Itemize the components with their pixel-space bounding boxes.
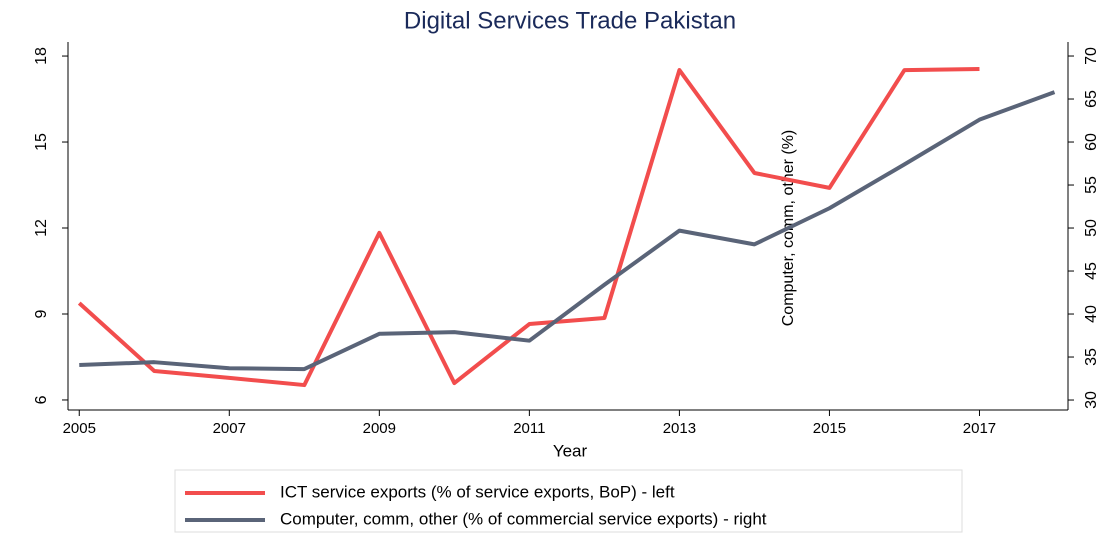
x-tick-label: 2009 [363,420,396,437]
y-tick-label: 6 [33,395,50,404]
y2-tick-label: 50 [1083,219,1100,237]
legend-label: Computer, comm, other (% of commercial s… [280,509,767,528]
chart-title: Digital Services Trade Pakistan [404,7,736,34]
y-tick-label: 18 [33,47,50,65]
x-tick-label: 2007 [213,420,246,437]
y2-tick-label: 35 [1083,348,1100,366]
y-tick-label: 15 [33,133,50,151]
y2-tick-label: 60 [1083,133,1100,151]
y2-tick-label: 55 [1083,176,1100,194]
legend-label: ICT service exports (% of service export… [280,482,675,501]
x-tick-label: 2005 [63,420,96,437]
y2-tick-label: 30 [1083,391,1100,409]
y-tick-label: 12 [33,219,50,237]
x-tick-label: 2015 [813,420,846,437]
series-line [77,66,980,388]
y2-tick-label: 40 [1083,305,1100,323]
legend-box [174,469,963,533]
x-tick-label: 2011 [513,420,545,437]
x-tick-label: 2013 [663,420,696,437]
series-line [79,90,1056,372]
y-tick-label: 9 [33,309,50,318]
y2-tick-label: 45 [1083,262,1100,280]
y2-tick-label: 70 [1083,47,1100,65]
x-tick-label: 2017 [963,420,996,437]
y2-tick-label: 65 [1083,90,1100,108]
x-axis-label: Year [553,441,588,460]
